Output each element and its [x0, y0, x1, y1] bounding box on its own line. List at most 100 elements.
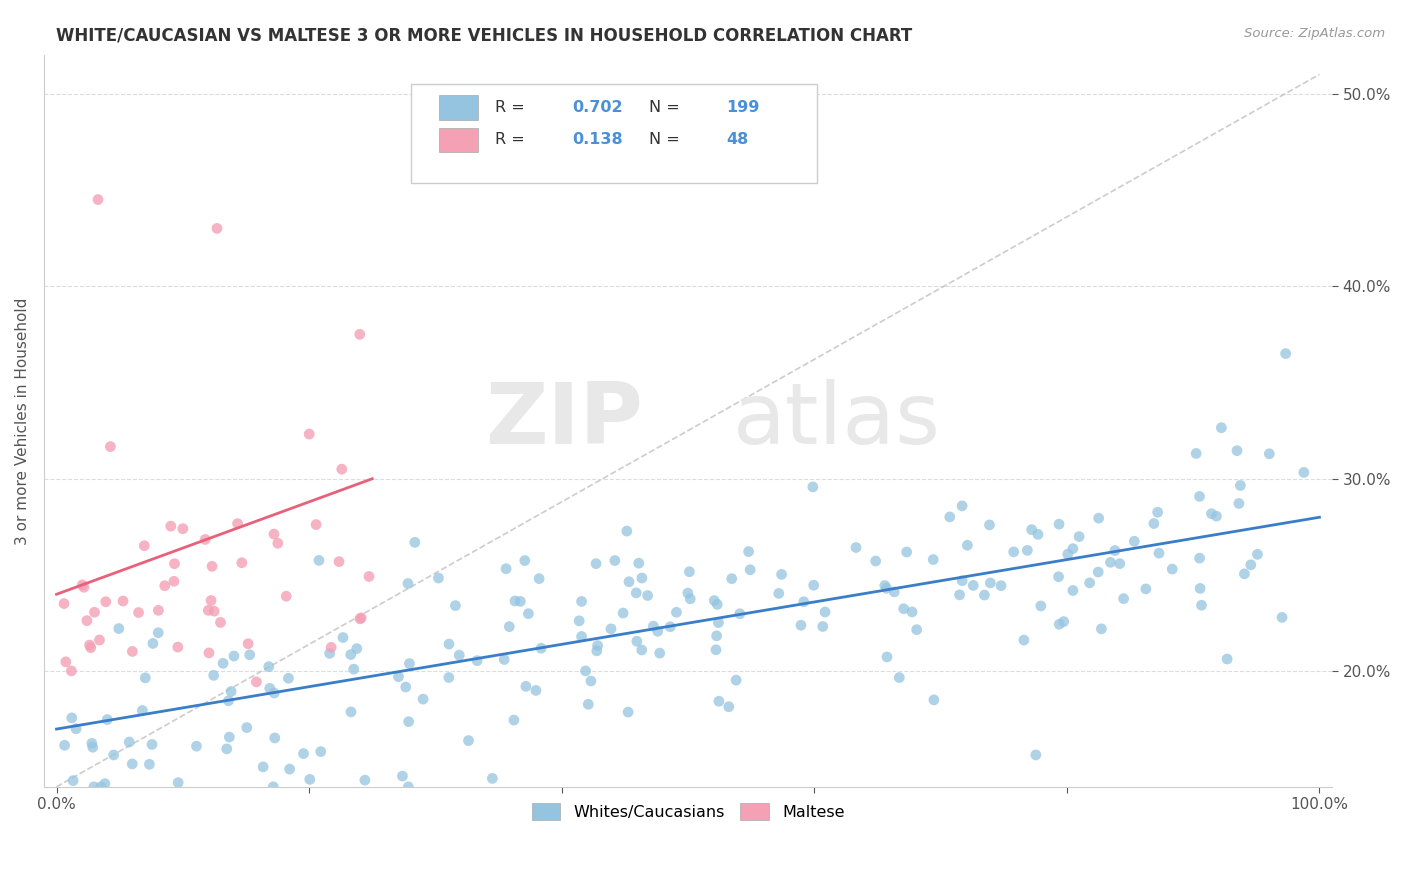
- Point: [1108, 557, 1130, 571]
- Point: [87, 193, 110, 207]
- Point: [457, 733, 479, 747]
- Point: [163, 574, 186, 589]
- Point: [252, 760, 274, 774]
- Point: [1087, 511, 1109, 525]
- Point: [647, 624, 669, 639]
- Point: [134, 539, 156, 553]
- Point: [603, 553, 626, 567]
- Point: [630, 643, 652, 657]
- Text: WHITE/CAUCASIAN VS MALTESE 3 OR MORE VEHICLES IN HOUSEHOLD CORRELATION CHART: WHITE/CAUCASIAN VS MALTESE 3 OR MORE VEH…: [56, 27, 912, 45]
- Point: [576, 698, 599, 712]
- Point: [90, 780, 112, 794]
- Point: [209, 615, 232, 630]
- Point: [770, 567, 793, 582]
- Point: [391, 769, 413, 783]
- Text: N =: N =: [650, 100, 685, 115]
- Point: [1188, 490, 1211, 504]
- Point: [571, 630, 593, 644]
- Point: [396, 780, 419, 794]
- Point: [979, 517, 1001, 532]
- Point: [706, 598, 728, 612]
- Point: [202, 668, 225, 682]
- Point: [873, 578, 896, 592]
- Point: [60, 664, 83, 678]
- Point: [679, 591, 702, 606]
- Point: [973, 588, 995, 602]
- Text: R =: R =: [495, 100, 530, 115]
- Text: 199: 199: [727, 100, 761, 115]
- Point: [398, 657, 420, 671]
- Point: [328, 555, 350, 569]
- Point: [950, 499, 973, 513]
- Point: [349, 327, 371, 342]
- Point: [226, 516, 249, 531]
- Point: [1233, 566, 1256, 581]
- Point: [790, 618, 813, 632]
- Point: [215, 742, 238, 756]
- Point: [354, 773, 377, 788]
- Point: [737, 544, 759, 558]
- Point: [83, 605, 105, 619]
- Point: [212, 657, 235, 671]
- Point: [166, 640, 188, 654]
- Point: [814, 605, 837, 619]
- Point: [357, 569, 380, 583]
- Point: [1271, 610, 1294, 624]
- Point: [1226, 443, 1249, 458]
- Point: [865, 554, 887, 568]
- Point: [643, 619, 665, 633]
- Point: [218, 730, 240, 744]
- Point: [340, 705, 363, 719]
- Point: [396, 576, 419, 591]
- Point: [276, 589, 298, 603]
- Point: [1274, 346, 1296, 360]
- Point: [627, 556, 650, 570]
- Point: [1292, 466, 1315, 480]
- Point: [65, 722, 87, 736]
- Point: [217, 694, 239, 708]
- Point: [148, 625, 170, 640]
- Point: [515, 679, 537, 693]
- Point: [94, 777, 117, 791]
- Point: [349, 612, 371, 626]
- Point: [949, 588, 972, 602]
- Point: [586, 639, 609, 653]
- Point: [574, 664, 596, 678]
- Point: [62, 773, 84, 788]
- Point: [159, 519, 181, 533]
- Point: [498, 620, 520, 634]
- Point: [1135, 582, 1157, 596]
- Point: [121, 644, 143, 658]
- Point: [186, 739, 208, 754]
- Point: [346, 641, 368, 656]
- Point: [277, 671, 299, 685]
- Point: [1104, 543, 1126, 558]
- Point: [990, 579, 1012, 593]
- Text: 0.138: 0.138: [572, 132, 623, 147]
- Point: [298, 772, 321, 787]
- Point: [1229, 478, 1251, 492]
- Point: [617, 574, 640, 589]
- Point: [1056, 547, 1078, 561]
- Point: [305, 517, 328, 532]
- Point: [83, 780, 105, 794]
- Point: [1112, 591, 1135, 606]
- Point: [612, 606, 634, 620]
- Point: [236, 721, 259, 735]
- Point: [263, 731, 285, 745]
- Point: [82, 740, 104, 755]
- Text: atlas: atlas: [733, 379, 941, 462]
- Point: [437, 671, 460, 685]
- Point: [979, 575, 1001, 590]
- Point: [1191, 599, 1213, 613]
- Point: [404, 535, 426, 549]
- Point: [637, 589, 659, 603]
- Point: [1146, 505, 1168, 519]
- Point: [740, 563, 762, 577]
- Point: [922, 552, 945, 566]
- Point: [481, 772, 503, 786]
- Point: [509, 594, 531, 608]
- Point: [896, 545, 918, 559]
- Y-axis label: 3 or more Vehicles in Household: 3 or more Vehicles in Household: [15, 297, 30, 545]
- Point: [950, 574, 973, 588]
